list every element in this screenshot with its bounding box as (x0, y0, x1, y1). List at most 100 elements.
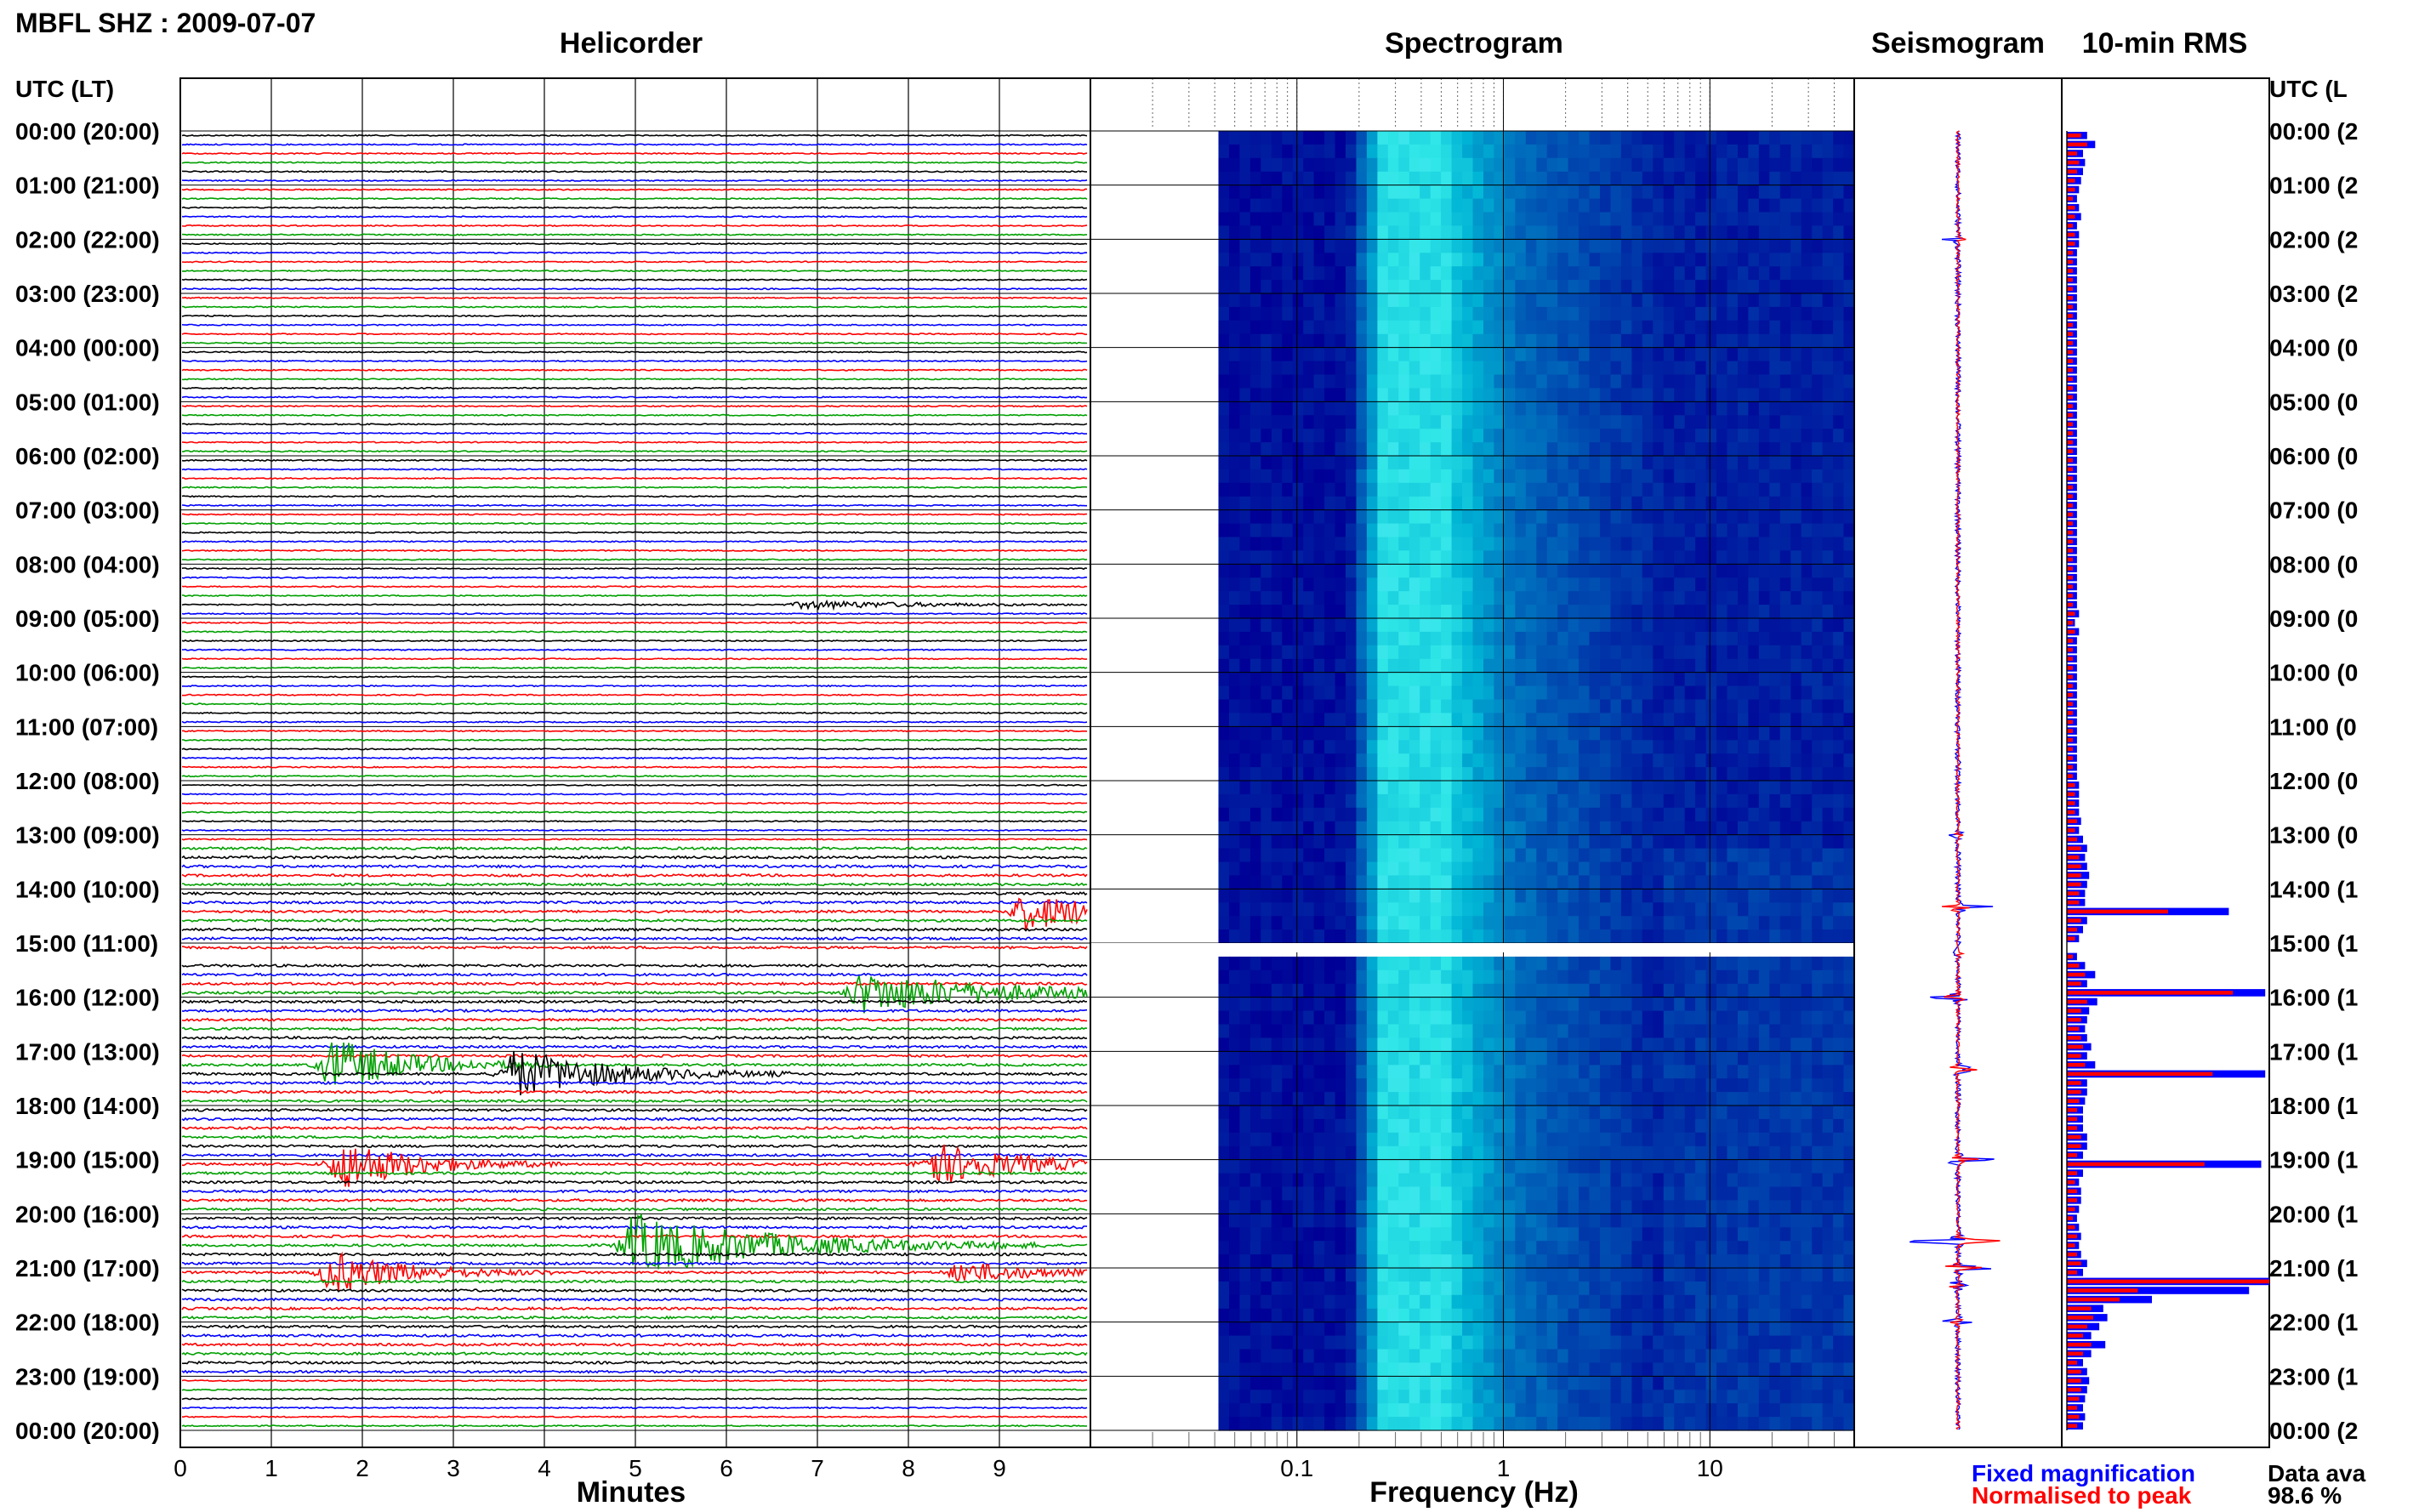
spectrogram-cell (1779, 469, 1791, 484)
spectrogram-cell (1833, 550, 1845, 565)
spectrogram-cell (1483, 280, 1495, 294)
spectrogram-cell (1631, 185, 1643, 200)
spectrogram-cell (1313, 564, 1325, 578)
spectrogram-cell (1674, 537, 1686, 551)
spectrogram-cell (1600, 956, 1612, 971)
spectrogram-cell (1387, 306, 1399, 321)
spectrogram-cell (1663, 713, 1675, 727)
spectrogram-cell (1727, 956, 1739, 971)
spectrogram-cell (1346, 157, 1357, 173)
spectrogram-cell (1229, 1010, 1241, 1026)
spectrogram-cell (1695, 361, 1707, 376)
spectrogram-cell (1515, 456, 1527, 470)
spectrogram-cell (1346, 767, 1357, 782)
spectrogram-cell (1324, 1186, 1336, 1201)
spectrogram-cell (1738, 672, 1750, 687)
spectrogram-cell (1462, 374, 1474, 389)
spectrogram-cell (1282, 253, 1294, 267)
spectrogram-cell (1589, 767, 1601, 782)
spectrogram-cell (1398, 482, 1410, 497)
spectrogram-cell (1790, 793, 1802, 809)
spectrogram-cell (1229, 997, 1241, 1012)
spectrogram-cell (1738, 983, 1750, 998)
spectrogram-cell (1218, 753, 1230, 768)
spectrogram-cell (1674, 185, 1686, 200)
spectrogram-cell (1631, 1078, 1643, 1093)
spectrogram-cell (1303, 1145, 1315, 1161)
spectrogram-cell (1356, 131, 1368, 145)
spectrogram-cell (1546, 185, 1558, 200)
spectrogram-cell (1218, 821, 1230, 836)
spectrogram-cell (1674, 1186, 1686, 1201)
spectrogram-cell (1303, 333, 1315, 349)
helicorder-trace (181, 567, 1088, 571)
spectrogram-cell (1812, 1078, 1824, 1093)
spectrogram-cell (1801, 848, 1813, 863)
spectrogram-cell (1430, 496, 1442, 511)
spectrogram-cell (1249, 333, 1261, 349)
spectrogram-cell (1843, 1024, 1855, 1038)
spectrogram-cell (1346, 645, 1357, 660)
spectrogram-cell (1398, 374, 1410, 389)
spectrogram-cell (1748, 740, 1760, 754)
spectrogram-cell (1769, 361, 1781, 376)
spectrogram-cell (1218, 685, 1230, 701)
spectrogram-cell (1409, 997, 1420, 1012)
spectrogram-cell (1525, 699, 1537, 713)
spectrogram-cell (1313, 1173, 1325, 1188)
spectrogram-cell (1324, 834, 1336, 850)
spectrogram-cell (1653, 1065, 1665, 1079)
spectrogram-cell (1472, 429, 1484, 443)
spectrogram-cell (1451, 361, 1463, 376)
spectrogram-cell (1387, 916, 1399, 930)
spectrogram-cell (1663, 496, 1675, 511)
spectrogram-cell (1472, 1024, 1484, 1038)
spectrogram-cell (1779, 374, 1791, 389)
spectrogram-cell (1366, 821, 1378, 836)
spectrogram-cell (1822, 374, 1834, 389)
spectrogram-cell (1261, 889, 1272, 903)
spectrogram-cell (1324, 482, 1336, 497)
spectrogram-cell (1430, 1092, 1442, 1106)
spectrogram-cell (1822, 685, 1834, 701)
spectrogram-cell (1674, 1159, 1686, 1174)
spectrogram-cell (1727, 1010, 1739, 1026)
spectrogram-cell (1779, 658, 1791, 674)
spectrogram-cell (1451, 591, 1463, 605)
spectrogram-cell (1758, 523, 1770, 538)
spectrogram-cell (1620, 442, 1632, 457)
spectrogram-cell (1239, 550, 1251, 565)
spectrogram-cell (1769, 429, 1781, 443)
spectrogram-cell (1313, 185, 1325, 200)
spectrogram-cell (1313, 889, 1325, 903)
spectrogram-cell (1801, 1173, 1813, 1188)
spectrogram-cell (1653, 645, 1665, 660)
spectrogram-cell (1738, 509, 1750, 525)
spectrogram-cell (1525, 1145, 1537, 1161)
spectrogram-cell (1727, 997, 1739, 1012)
spectrogram-cell (1843, 726, 1855, 741)
spectrogram-cell (1313, 1051, 1325, 1066)
spectrogram-cell (1346, 1200, 1357, 1214)
spectrogram-cell (1812, 333, 1824, 349)
spectrogram-cell (1600, 753, 1612, 768)
spectrogram-cell (1249, 144, 1261, 159)
spectrogram-cell (1822, 875, 1834, 890)
spectrogram-cell (1812, 983, 1824, 998)
spectrogram-cell (1716, 875, 1728, 890)
spectrogram-cell (1504, 685, 1516, 701)
spectrogram-cell (1579, 848, 1591, 863)
spectrogram-cell (1313, 983, 1325, 998)
spectrogram-cell (1790, 456, 1802, 470)
spectrogram-cell (1738, 767, 1750, 782)
spectrogram-cell (1801, 185, 1813, 200)
spectrogram-cell (1324, 456, 1336, 470)
spectrogram-cell (1451, 131, 1463, 145)
spectrogram-cell (1387, 1159, 1399, 1174)
spectrogram-cell (1674, 631, 1686, 646)
spectrogram-cell (1546, 902, 1558, 917)
spectrogram-cell (1398, 605, 1410, 619)
spectrogram-cell (1642, 185, 1653, 200)
spectrogram-cell (1441, 509, 1453, 525)
spectrogram-cell (1504, 781, 1516, 795)
